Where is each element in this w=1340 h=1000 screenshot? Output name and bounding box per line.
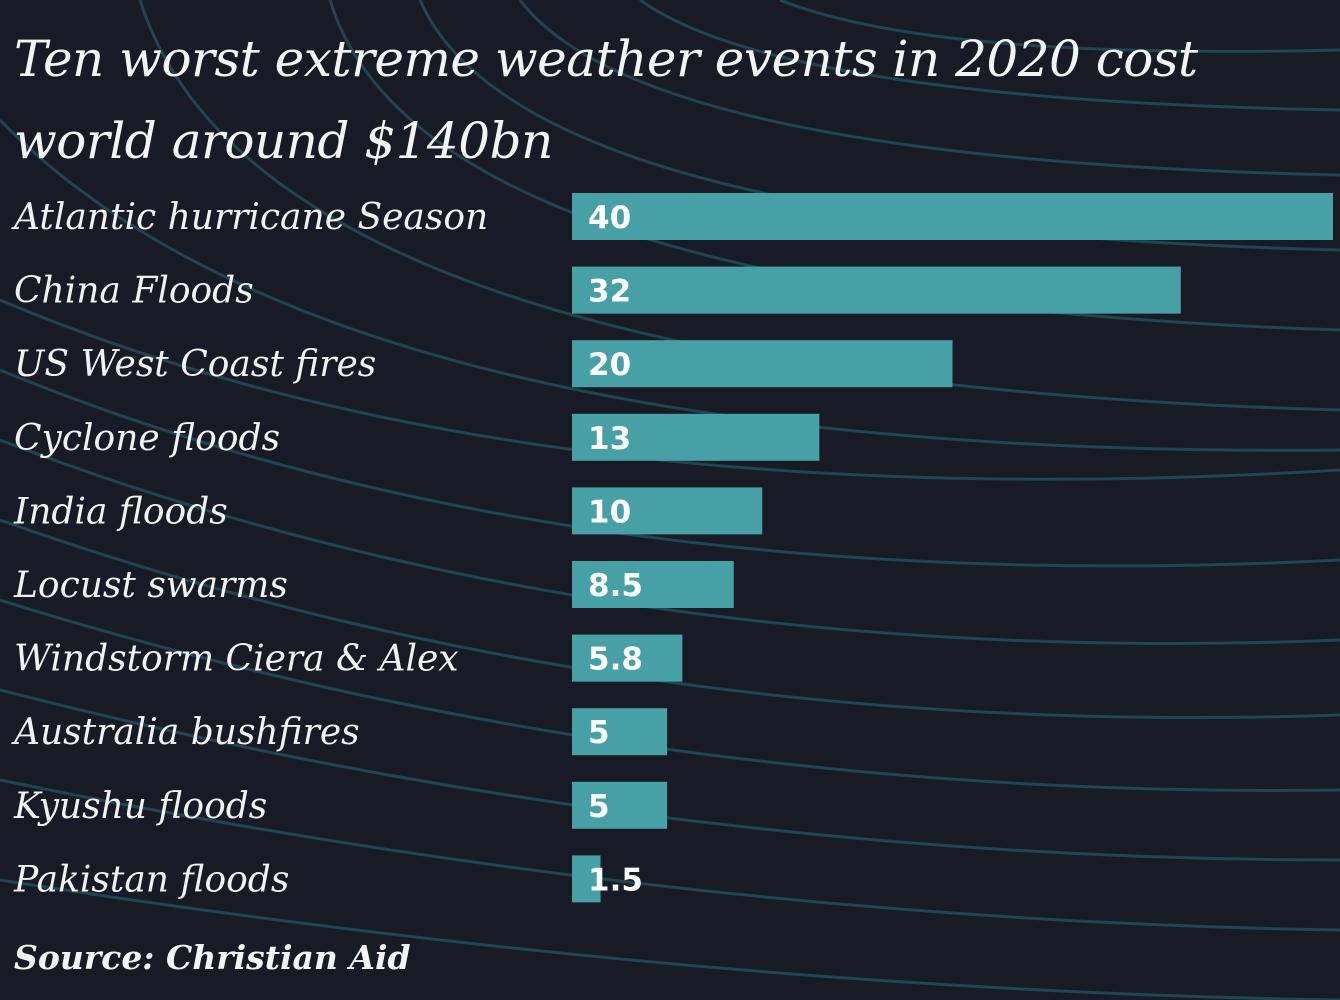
bar-value-label: 5.8 (588, 642, 643, 678)
bar-value-label: 20 (588, 347, 631, 383)
bar (572, 266, 1181, 314)
bar-value-label: 1.5 (588, 862, 643, 898)
bar-value-label: 5 (588, 789, 610, 825)
category-label: India floods (13, 491, 228, 532)
category-label: China Floods (14, 271, 254, 312)
category-label: US West Coast fires (14, 344, 376, 385)
bar (572, 487, 763, 535)
bar-value-label: 32 (588, 274, 631, 310)
category-label: Cyclone floods (14, 418, 280, 459)
chart-title: Ten worst extreme weather events in 2020… (14, 30, 1198, 170)
bar (572, 413, 820, 461)
bar-value-label: 5 (588, 715, 610, 751)
bar (572, 708, 668, 756)
category-label: Locust swarms (13, 565, 288, 606)
category-label: Atlantic hurricane Season (11, 197, 488, 238)
category-label: Australia bushfires (11, 712, 360, 753)
bar (572, 561, 734, 608)
bar-value-label: 13 (588, 421, 631, 457)
bar-value-label: 40 (588, 200, 631, 236)
bar (572, 193, 1333, 240)
category-label: Windstorm Ciera & Alex (14, 639, 459, 680)
category-label: Kyushu floods (13, 786, 267, 827)
bar (572, 855, 601, 903)
category-label: Pakistan floods (13, 859, 289, 900)
bar (572, 340, 953, 388)
bar-value-label: 8.5 (588, 568, 643, 604)
bar (572, 781, 668, 829)
source-note: Source: Christian Aid (14, 938, 411, 977)
bar (572, 634, 683, 682)
bar-value-label: 10 (588, 494, 631, 530)
